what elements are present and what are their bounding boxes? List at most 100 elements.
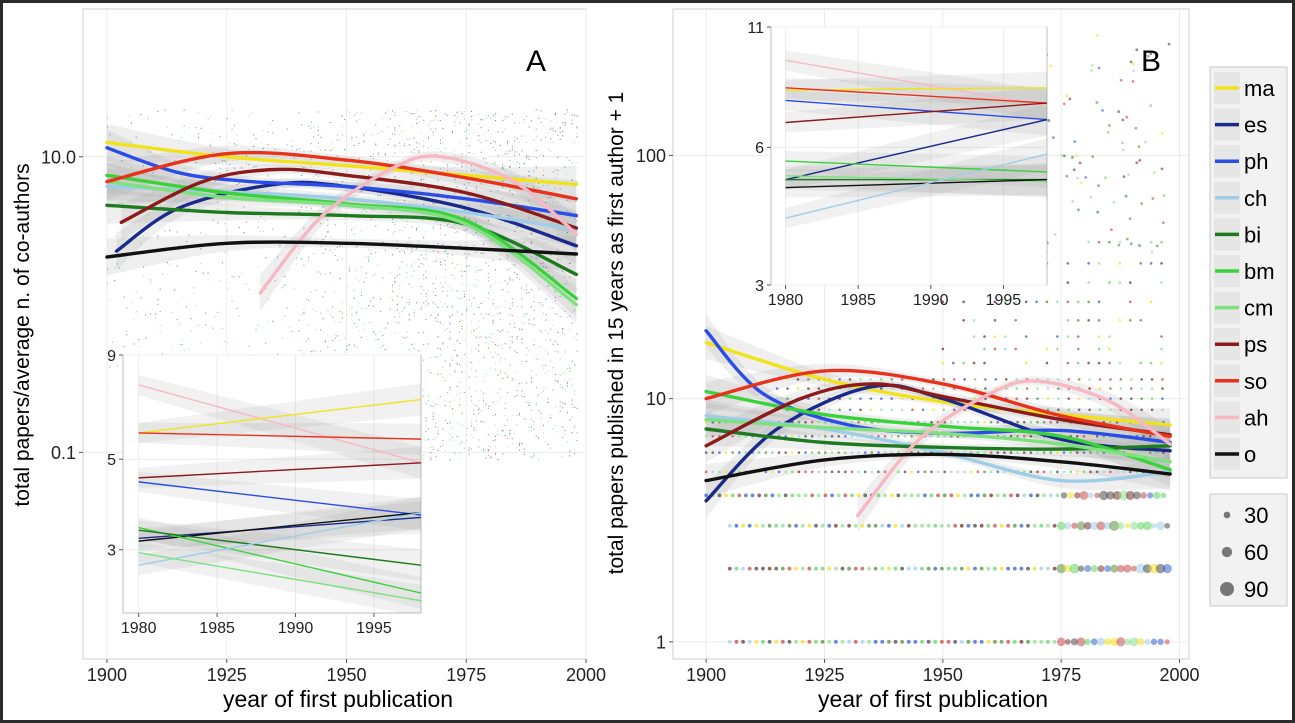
scatter-point: [518, 141, 521, 143]
scatter-point: [480, 313, 482, 315]
scatter-point: [233, 124, 235, 126]
scatter-point: [943, 470, 947, 474]
scatter-point: [415, 109, 418, 111]
scatter-point: [403, 227, 406, 229]
scatter-point: [850, 493, 854, 498]
scatter-point: [169, 230, 171, 232]
scatter-point: [704, 420, 708, 424]
scatter-point: [576, 432, 578, 434]
scatter-point: [461, 275, 463, 277]
panel-a-inset-band-o: [138, 496, 421, 552]
scatter-point: [334, 224, 336, 226]
scatter-point: [403, 199, 406, 202]
scatter-point: [339, 245, 341, 247]
panel-a-inset-lines: [138, 384, 421, 602]
scatter-point: [879, 387, 883, 390]
scatter-point: [401, 250, 403, 252]
scatter-point: [483, 397, 485, 399]
scatter-point: [324, 194, 327, 196]
scatter-point: [413, 262, 415, 264]
scatter-point: [518, 153, 521, 156]
scatter-point: [423, 278, 425, 280]
scatter-point: [836, 493, 841, 498]
scatter-point: [509, 277, 511, 279]
panel-a-x-tick-label: 1900: [87, 665, 127, 685]
scatter-point: [504, 343, 506, 345]
scatter-point: [526, 354, 528, 356]
scatter-point: [1088, 387, 1091, 390]
scatter-point: [459, 398, 461, 400]
scatter-point: [329, 167, 331, 169]
scatter-point: [327, 224, 329, 226]
scatter-point: [365, 130, 367, 133]
scatter-point: [384, 153, 386, 155]
scatter-point: [310, 143, 312, 145]
scatter-point: [1071, 200, 1075, 203]
scatter-point: [1075, 435, 1079, 438]
scatter-point: [454, 124, 456, 127]
scatter-point: [157, 303, 159, 305]
scatter-point: [1132, 69, 1135, 73]
scatter-point: [411, 225, 413, 227]
scatter-point: [463, 131, 465, 133]
scatter-point: [1062, 102, 1066, 106]
scatter-point: [262, 147, 264, 150]
scatter-point: [492, 401, 494, 403]
scatter-point: [538, 358, 540, 360]
scatter-point: [461, 263, 463, 265]
scatter-point: [145, 314, 147, 316]
scatter-point: [1140, 492, 1147, 499]
scatter-point: [217, 201, 219, 203]
scatter-point: [413, 152, 415, 154]
scatter-point: [487, 219, 489, 222]
scatter-point: [226, 169, 228, 171]
scatter-point: [514, 122, 516, 124]
scatter-point: [459, 452, 461, 454]
legend-label-ps: ps: [1244, 332, 1267, 357]
scatter-point: [533, 428, 535, 430]
scatter-point: [329, 313, 331, 315]
scatter-point: [550, 205, 552, 207]
scatter-point: [1042, 470, 1046, 474]
scatter-point: [418, 226, 420, 228]
scatter-point: [425, 430, 427, 432]
scatter-point: [351, 229, 353, 231]
scatter-point: [1077, 378, 1081, 381]
scatter-point: [391, 284, 394, 286]
scatter-point: [552, 127, 554, 129]
scatter-point: [1052, 523, 1057, 528]
scatter-point: [547, 132, 549, 134]
scatter-point: [566, 173, 568, 175]
scatter-point: [774, 566, 779, 571]
scatter-point: [380, 310, 382, 312]
scatter-point: [547, 270, 549, 272]
scatter-point: [910, 435, 913, 438]
scatter-point: [169, 263, 171, 265]
scatter-point: [312, 350, 315, 352]
scatter-point: [219, 135, 221, 138]
scatter-point: [972, 361, 976, 365]
scatter-point: [569, 159, 571, 161]
scatter-point: [557, 249, 559, 251]
scatter-point: [370, 300, 372, 302]
scatter-point: [554, 373, 556, 376]
scatter-point: [1155, 244, 1159, 248]
scatter-point: [494, 164, 497, 166]
scatter-point: [423, 389, 425, 391]
scatter-point: [547, 398, 549, 400]
scatter-point: [471, 448, 473, 450]
scatter-point: [506, 144, 509, 146]
scatter-point: [1164, 522, 1171, 529]
scatter-point: [499, 206, 501, 208]
scatter-point: [368, 322, 370, 324]
scatter-point: [916, 435, 920, 438]
scatter-point: [837, 470, 840, 474]
scatter-point: [277, 353, 279, 355]
scatter-point: [394, 152, 396, 154]
scatter-point: [550, 339, 552, 341]
scatter-point: [497, 354, 499, 356]
scatter-point: [775, 387, 779, 390]
scatter-point: [466, 265, 468, 267]
scatter-point: [399, 273, 401, 275]
scatter-point: [305, 207, 307, 209]
